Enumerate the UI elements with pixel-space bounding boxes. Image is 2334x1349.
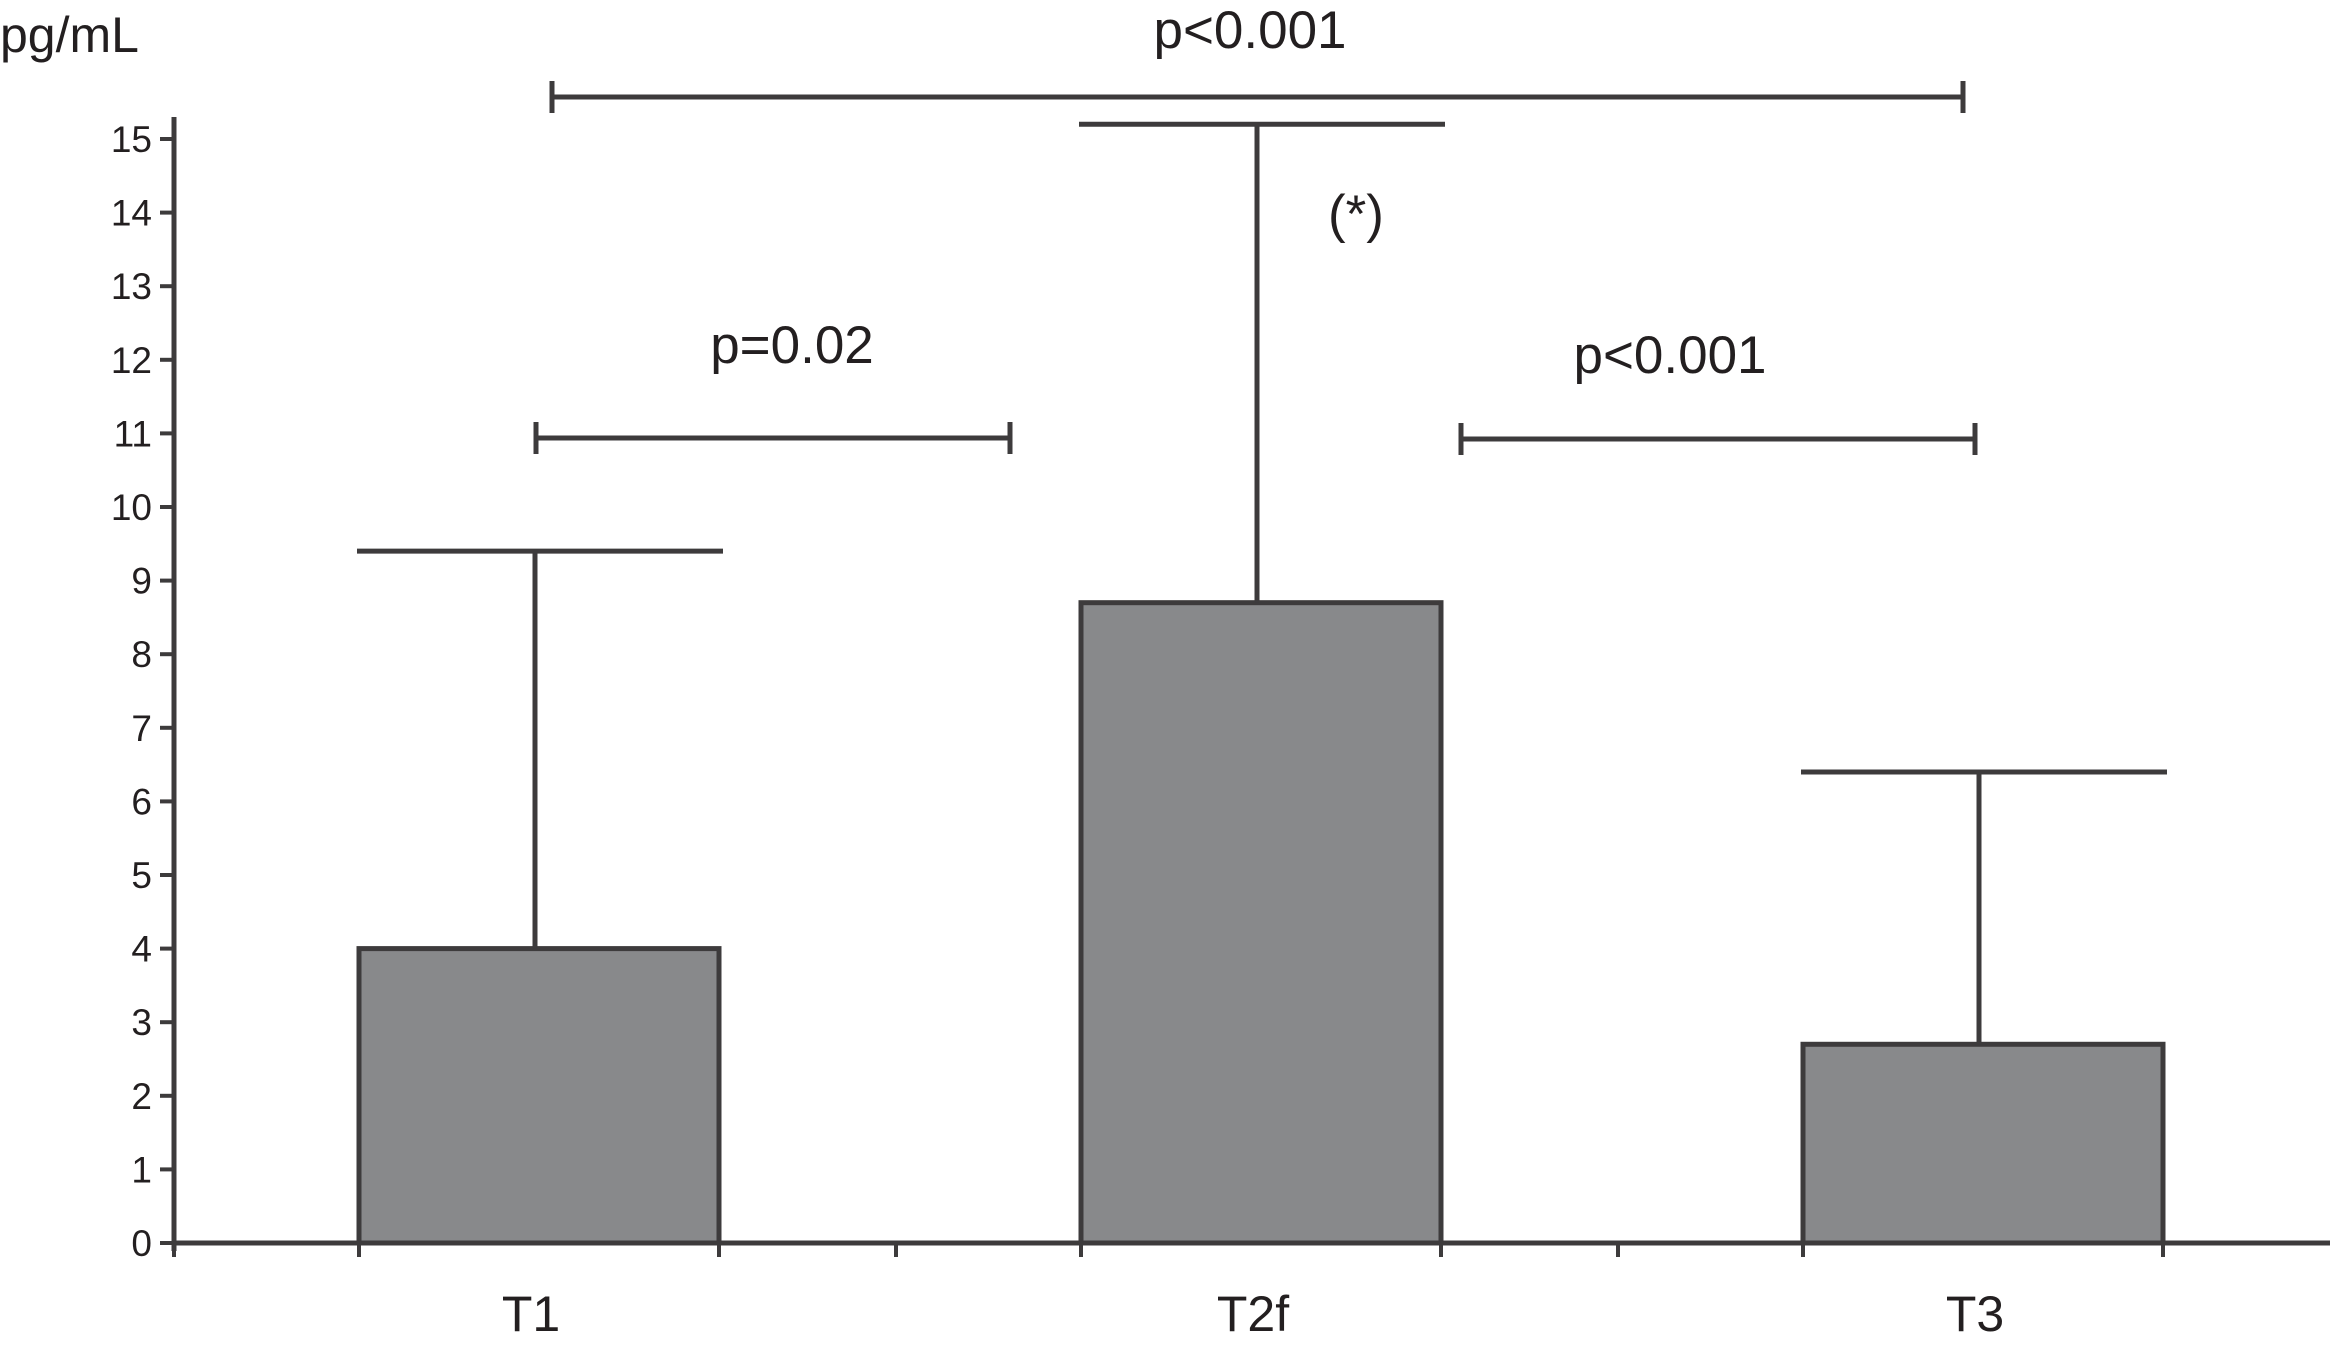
- x-category-label-t2f: T2f: [1217, 1286, 1289, 1342]
- y-tick-label: 8: [131, 634, 152, 675]
- y-tick-label: 4: [131, 929, 152, 970]
- x-category-label-t3: T3: [1946, 1286, 2004, 1342]
- x-category-label-t1: T1: [502, 1286, 560, 1342]
- comparisons-layer: p=0.02 p<0.001 p<0.001: [533, 1, 1978, 455]
- p-value-label: p<0.001: [1573, 326, 1766, 385]
- y-tick-label: 5: [131, 855, 152, 896]
- bar-t2f: [1078, 600, 1444, 1246]
- significance-marker: (*): [1328, 185, 1384, 244]
- y-tick-label: 9: [131, 561, 152, 602]
- y-tick-label: 15: [111, 119, 152, 160]
- p-value-label: p=0.02: [710, 316, 874, 375]
- y-tick-label: 3: [131, 1002, 152, 1043]
- bar-t3: [1800, 1041, 2166, 1246]
- bar-t1: [356, 946, 722, 1246]
- bars-layer: [356, 600, 2166, 1246]
- y-tick-label: 11: [114, 413, 152, 454]
- error-bars-layer: [357, 121, 2167, 1045]
- y-tick-label: 6: [131, 781, 152, 822]
- y-tick-label: 12: [111, 340, 152, 381]
- y-tick-label: 2: [131, 1076, 152, 1117]
- y-tick-label: 13: [111, 266, 152, 307]
- p-value-label: p<0.001: [1153, 1, 1346, 60]
- y-tick-label: 0: [131, 1223, 152, 1264]
- y-tick-label: 1: [131, 1149, 152, 1190]
- y-tick-label: 7: [131, 708, 152, 749]
- annotations-layer: (*): [1328, 185, 1384, 244]
- y-tick-label: 14: [111, 193, 152, 234]
- y-axis-unit-label: pg/mL: [0, 7, 139, 63]
- y-tick-label: 10: [111, 487, 152, 528]
